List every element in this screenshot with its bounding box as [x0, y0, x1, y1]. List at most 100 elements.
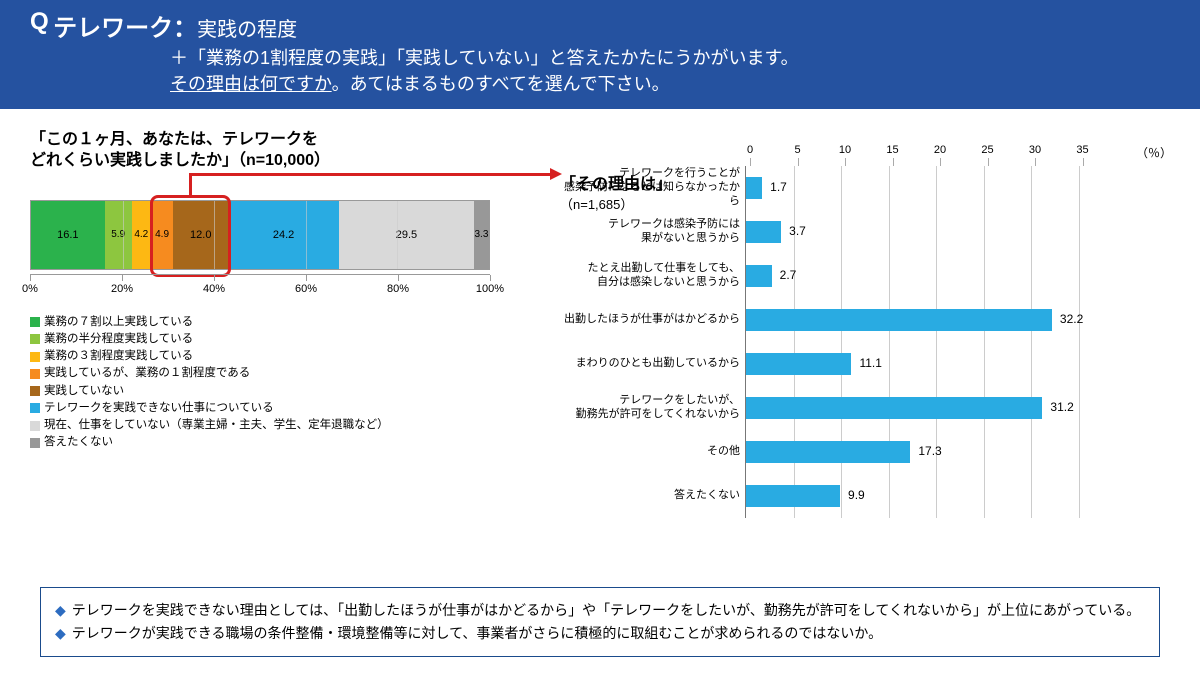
hbar-category: テレワークをしたいが、勤務先が許可をしてくれないから	[560, 394, 745, 422]
hbar-bar	[746, 221, 781, 243]
header-subtitle: 実践の程度	[197, 19, 297, 41]
hbar-track: 2.7	[745, 254, 1125, 298]
hbar-body: テレワークを行うことが感染予防になるとは知らなかったから 1.7 テレワークは感染予…	[560, 166, 1175, 518]
hbar-category: 出勤したほうが仕事がはかどるから	[560, 313, 745, 327]
stacked-segment: 5.9	[105, 201, 132, 269]
hbar-bar	[746, 353, 851, 375]
hbar-category: その他	[560, 445, 745, 459]
right-panel: 「その理由は」 （n=1,685） 05101520253035（％） テレワー…	[560, 140, 1175, 518]
legend-item: 業務の半分程度実践している	[30, 331, 550, 348]
hbar-track: 11.1	[745, 342, 1125, 386]
hbar-row: テレワークを行うことが感染予防になるとは知らなかったから 1.7	[560, 166, 1175, 210]
legend-label: 業務の７割以上実践している	[44, 314, 193, 331]
hbar-tick-label: 30	[1029, 144, 1041, 156]
hbar-track: 9.9	[745, 474, 1125, 518]
legend-label: 実践していない	[44, 383, 124, 400]
legend-item: テレワークを実践できない仕事についている	[30, 400, 550, 417]
hbar-value: 32.2	[1060, 312, 1083, 326]
axis-label: 20%	[111, 283, 133, 295]
hbar-value: 31.2	[1050, 400, 1073, 414]
hbar-category: テレワークは感染予防には果がないと思うから	[560, 218, 745, 246]
header-band: Q テレワーク：実践の程度 ＋「業務の1割程度の実践」「実践していない」と答えた…	[0, 0, 1200, 109]
hbar-tick-label: 35	[1076, 144, 1088, 156]
hbar-tick-label: 20	[934, 144, 946, 156]
stacked-segment: 29.5	[339, 201, 474, 269]
callout-text-2: テレワークが実践できる職場の条件整備・環境整備等に対して、事業者がさらに積極的に…	[72, 623, 882, 644]
axis-label: 0%	[22, 283, 38, 295]
hbar-category: たとえ出勤して仕事をしても、自分は感染しないと思うから	[560, 262, 745, 290]
legend-swatch	[30, 369, 40, 379]
hbar-tick-label: 0	[747, 144, 753, 156]
callout-box: ◆ テレワークを実践できない理由としては、「出勤したほうが仕事がはかどるから」や…	[40, 587, 1160, 657]
hbar-track: 32.2	[745, 298, 1125, 342]
legend-item: 業務の７割以上実践している	[30, 314, 550, 331]
legend-item: 答えたくない	[30, 434, 550, 451]
hbar-category: まわりのひとも出勤しているから	[560, 357, 745, 371]
axis-label: 60%	[295, 283, 317, 295]
axis-label: 100%	[476, 283, 504, 295]
legend-swatch	[30, 403, 40, 413]
legend-label: テレワークを実践できない仕事についている	[44, 400, 274, 417]
hbar-bar	[746, 309, 1052, 331]
hbar-bar	[746, 485, 840, 507]
hbar-value: 2.7	[780, 268, 797, 282]
hbar-row: テレワークは感染予防には果がないと思うから 3.7	[560, 210, 1175, 254]
stacked-segment: 24.2	[228, 201, 339, 269]
header-line2b-rest: 。あてはまるものすべてを選んで下さい。	[332, 74, 670, 94]
header-subline: ＋「業務の1割程度の実践」「実践していない」と答えたかたにうかがいます。 その理…	[170, 45, 1170, 97]
legend-swatch	[30, 352, 40, 362]
stacked-segment: 4.2	[132, 201, 151, 269]
diamond-icon: ◆	[55, 623, 66, 644]
left-title-l2: どれくらい実践しましたか」（n=10,000）	[30, 152, 330, 169]
header-line2a: ＋「業務の1割程度の実践」「実践していない」と答えたかたにうかがいます。	[170, 48, 799, 68]
legend-item: 業務の３割程度実践している	[30, 348, 550, 365]
callout-bullet-2: ◆ テレワークが実践できる職場の条件整備・環境整備等に対して、事業者がさらに積極…	[55, 623, 1145, 644]
hbar-row: まわりのひとも出勤しているから11.1	[560, 342, 1175, 386]
header-line1: Q テレワーク：実践の程度	[30, 8, 1170, 43]
hbar-category: 答えたくない	[560, 489, 745, 503]
hbar-value: 17.3	[918, 444, 941, 458]
header-line2b-underline: その理由は何ですか	[170, 74, 332, 94]
hbar-bar	[746, 265, 772, 287]
hbar-value: 9.9	[848, 488, 865, 502]
hbar-row: 出勤したほうが仕事がはかどるから 32.2	[560, 298, 1175, 342]
stacked-bar: 16.15.94.24.912.024.229.53.3	[30, 200, 490, 270]
hbar-bar	[746, 441, 910, 463]
arrow-segment	[189, 173, 550, 176]
hbar-axis: 05101520253035（％）	[750, 144, 1130, 166]
hbar-value: 3.7	[789, 224, 806, 238]
q-marker: Q	[30, 8, 49, 36]
left-panel: 「この１ヶ月、あなたは、テレワークを どれくらい実践しましたか」（n=10,00…	[30, 130, 550, 452]
legend-label: 答えたくない	[44, 434, 113, 451]
hbar-row: たとえ出勤して仕事をしても、自分は感染しないと思うから 2.7	[560, 254, 1175, 298]
legend-label: 業務の３割程度実践している	[44, 348, 193, 365]
diamond-icon: ◆	[55, 600, 66, 621]
stacked-axis: 0%20%40%60%80%100%	[30, 274, 490, 304]
stacked-segment: 3.3	[474, 201, 489, 269]
header-title: テレワーク：	[53, 15, 197, 42]
callout-bullet-1: ◆ テレワークを実践できない理由としては、「出勤したほうが仕事がはかどるから」や…	[55, 600, 1145, 621]
arrow-segment	[189, 173, 192, 195]
axis-label: 80%	[387, 283, 409, 295]
hbar-row: 答えたくない 9.9	[560, 474, 1175, 518]
hbar-tick-label: 15	[886, 144, 898, 156]
hbar-bar	[746, 177, 762, 199]
legend-swatch	[30, 386, 40, 396]
legend-item: 実践していない	[30, 383, 550, 400]
legend-swatch	[30, 421, 40, 431]
legend-item: 実践しているが、業務の１割程度である	[30, 365, 550, 382]
hbar-tick-label: 25	[981, 144, 993, 156]
stacked-segment: 16.1	[31, 201, 105, 269]
stacked-legend: 業務の７割以上実践している業務の半分程度実践している業務の３割程度実践している実…	[30, 314, 550, 452]
axis-label: 40%	[203, 283, 225, 295]
hbar-track: 17.3	[745, 430, 1125, 474]
legend-item: 現在、仕事をしていない（専業主婦・主夫、学生、定年退職など）	[30, 417, 550, 434]
legend-swatch	[30, 438, 40, 448]
callout-text-1: テレワークを実践できない理由としては、「出勤したほうが仕事がはかどるから」や「テ…	[72, 600, 1140, 621]
hbar-row: その他 17.3	[560, 430, 1175, 474]
hbar-track: 31.2	[745, 386, 1125, 430]
hbar-chart: 05101520253035（％） テレワークを行うことが感染予防になるとは知ら…	[560, 144, 1175, 518]
hbar-track: 3.7	[745, 210, 1125, 254]
hbar-value: 1.7	[770, 180, 787, 194]
hbar-category: テレワークを行うことが感染予防になるとは知らなかったから	[560, 167, 745, 208]
